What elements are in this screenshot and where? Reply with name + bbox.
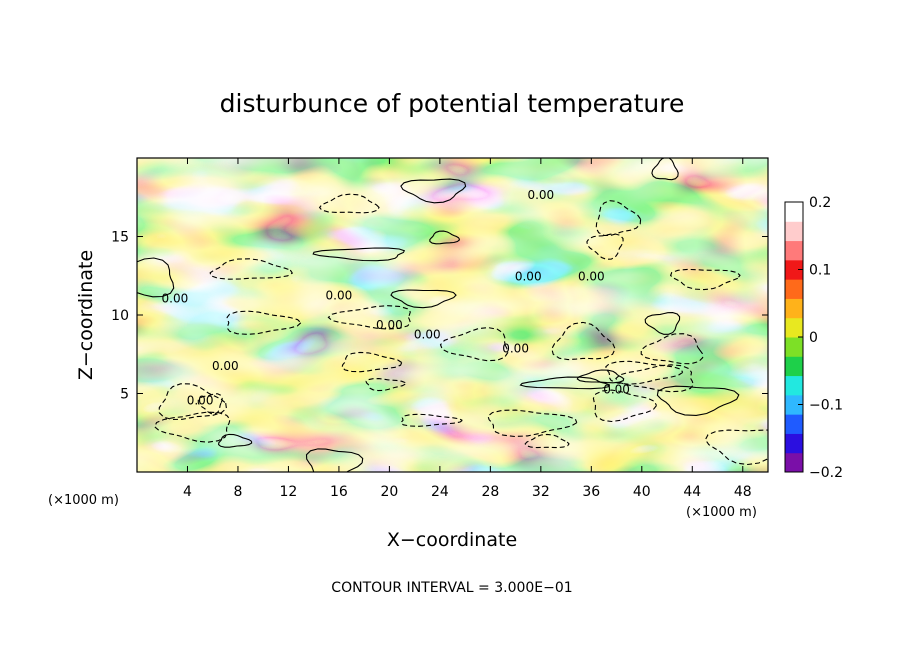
chart-title: disturbunce of potential temperature: [220, 89, 685, 118]
colorbar-tick-label: 0.1: [809, 263, 831, 279]
contour-line: [651, 158, 679, 181]
contour-label: 0.00: [212, 359, 239, 373]
contour-line: [519, 376, 610, 390]
contour-line: [669, 268, 741, 291]
contour-labels: 0.00 0.00 0.00 0.00 0.00 0.00 0.00 0.00 0.00 0.00…: [162, 188, 630, 408]
contour-line: [429, 230, 461, 245]
colorbar-ticks: 0.2 0.1 0 −0.1 −0.2: [798, 195, 843, 481]
x-tick-label: 32: [532, 484, 550, 500]
colorbar-segment: [785, 279, 803, 299]
contour-line: [226, 310, 302, 335]
x-tick-label: 20: [380, 484, 398, 500]
y-tick-label: 15: [111, 230, 129, 246]
contour-line: [576, 369, 625, 384]
contour-line: [586, 233, 624, 260]
contour-line: [341, 351, 403, 373]
x-tick-label: 4: [183, 484, 192, 500]
y-tick-label: 5: [120, 387, 129, 403]
y-tick-label: 10: [111, 308, 129, 324]
x-tick-label: 12: [280, 484, 298, 500]
colorbar: [785, 202, 803, 473]
colorbar-segment: [785, 433, 803, 454]
x-axis-label: X−coordinate: [387, 529, 517, 551]
colorbar-segment: [785, 337, 803, 357]
x-tick-label: 8: [233, 484, 242, 500]
x-tick-label: 16: [330, 484, 348, 500]
contour-line: [158, 383, 227, 421]
colorbar-segment: [785, 259, 803, 280]
colorbar-tick-label: −0.2: [809, 465, 843, 481]
colorbar-segment: [785, 202, 803, 222]
colorbar-tick-label: 0.2: [809, 195, 831, 211]
contour-line: [137, 257, 175, 298]
y-axis-label: Z−coordinate: [75, 250, 97, 380]
contour-line: [439, 327, 509, 362]
colorbar-segment: [785, 394, 803, 415]
x-tick-label: 36: [582, 484, 600, 500]
contour-label: 0.00: [187, 393, 214, 407]
x-tick-label: 24: [431, 484, 449, 500]
plot-area: 0.00 0.00 0.00 0.00 0.00 0.00 0.00 0.00 0.00 0.00…: [137, 158, 768, 472]
contour-line: [605, 360, 684, 385]
colorbar-segment: [785, 375, 803, 396]
contour-line: [656, 385, 740, 416]
contour-label: 0.00: [162, 291, 189, 305]
colorbar-segment: [785, 240, 803, 261]
heatmap-field: [137, 158, 768, 472]
contour-lines: [137, 158, 768, 472]
contour-line: [551, 321, 616, 361]
contour-label: 0.00: [376, 318, 403, 332]
colorbar-segment: [785, 221, 803, 242]
contour-line: [487, 409, 578, 438]
colorbar-segment: [785, 414, 803, 434]
contour-line: [312, 247, 406, 262]
contour-line: [524, 433, 570, 449]
contour-label: 0.00: [502, 342, 529, 356]
contour-line: [595, 200, 642, 237]
contour-line: [365, 378, 406, 392]
x-unit-right: (×1000 m): [686, 505, 757, 520]
x-unit-left: (×1000 m): [48, 493, 119, 508]
x-tick-label: 40: [633, 484, 651, 500]
colorbar-segment: [785, 317, 803, 338]
contour-line: [218, 433, 253, 448]
contour-label: 0.00: [515, 269, 542, 283]
colorbar-segment: [785, 298, 803, 319]
contour-line: [400, 413, 463, 427]
y-axis-ticks: 5 10 15: [111, 230, 768, 403]
contour-line: [305, 448, 364, 472]
contour-label: 0.00: [414, 328, 441, 342]
contour-line: [400, 178, 467, 204]
contour-line: [615, 364, 694, 393]
contour-line: [327, 305, 412, 330]
x-tick-label: 44: [683, 484, 701, 500]
colorbar-segment: [785, 356, 803, 377]
contour-line: [318, 193, 380, 214]
contour-label: 0.00: [527, 188, 554, 202]
colorbar-tick-label: −0.1: [809, 398, 843, 414]
contour-label: 0.00: [326, 288, 353, 302]
contour-interval-footer: CONTOUR INTERVAL = 3.000E−01: [331, 580, 572, 596]
contour-label: 0.00: [578, 269, 605, 283]
contour-line: [153, 411, 231, 443]
contour-line: [644, 312, 681, 335]
x-axis-ticks: 4 8 12 16 20 24 28 32 36 40 44 48: [183, 158, 752, 500]
contour-line: [592, 389, 657, 423]
colorbar-tick-label: 0: [809, 330, 818, 346]
x-tick-label: 28: [481, 484, 499, 500]
contour-line: [704, 429, 768, 466]
x-tick-label: 48: [734, 484, 752, 500]
contour-line: [640, 333, 704, 365]
contour-line: [390, 289, 457, 309]
contour-label: 0.00: [603, 383, 630, 397]
colorbar-segment: [785, 452, 803, 473]
